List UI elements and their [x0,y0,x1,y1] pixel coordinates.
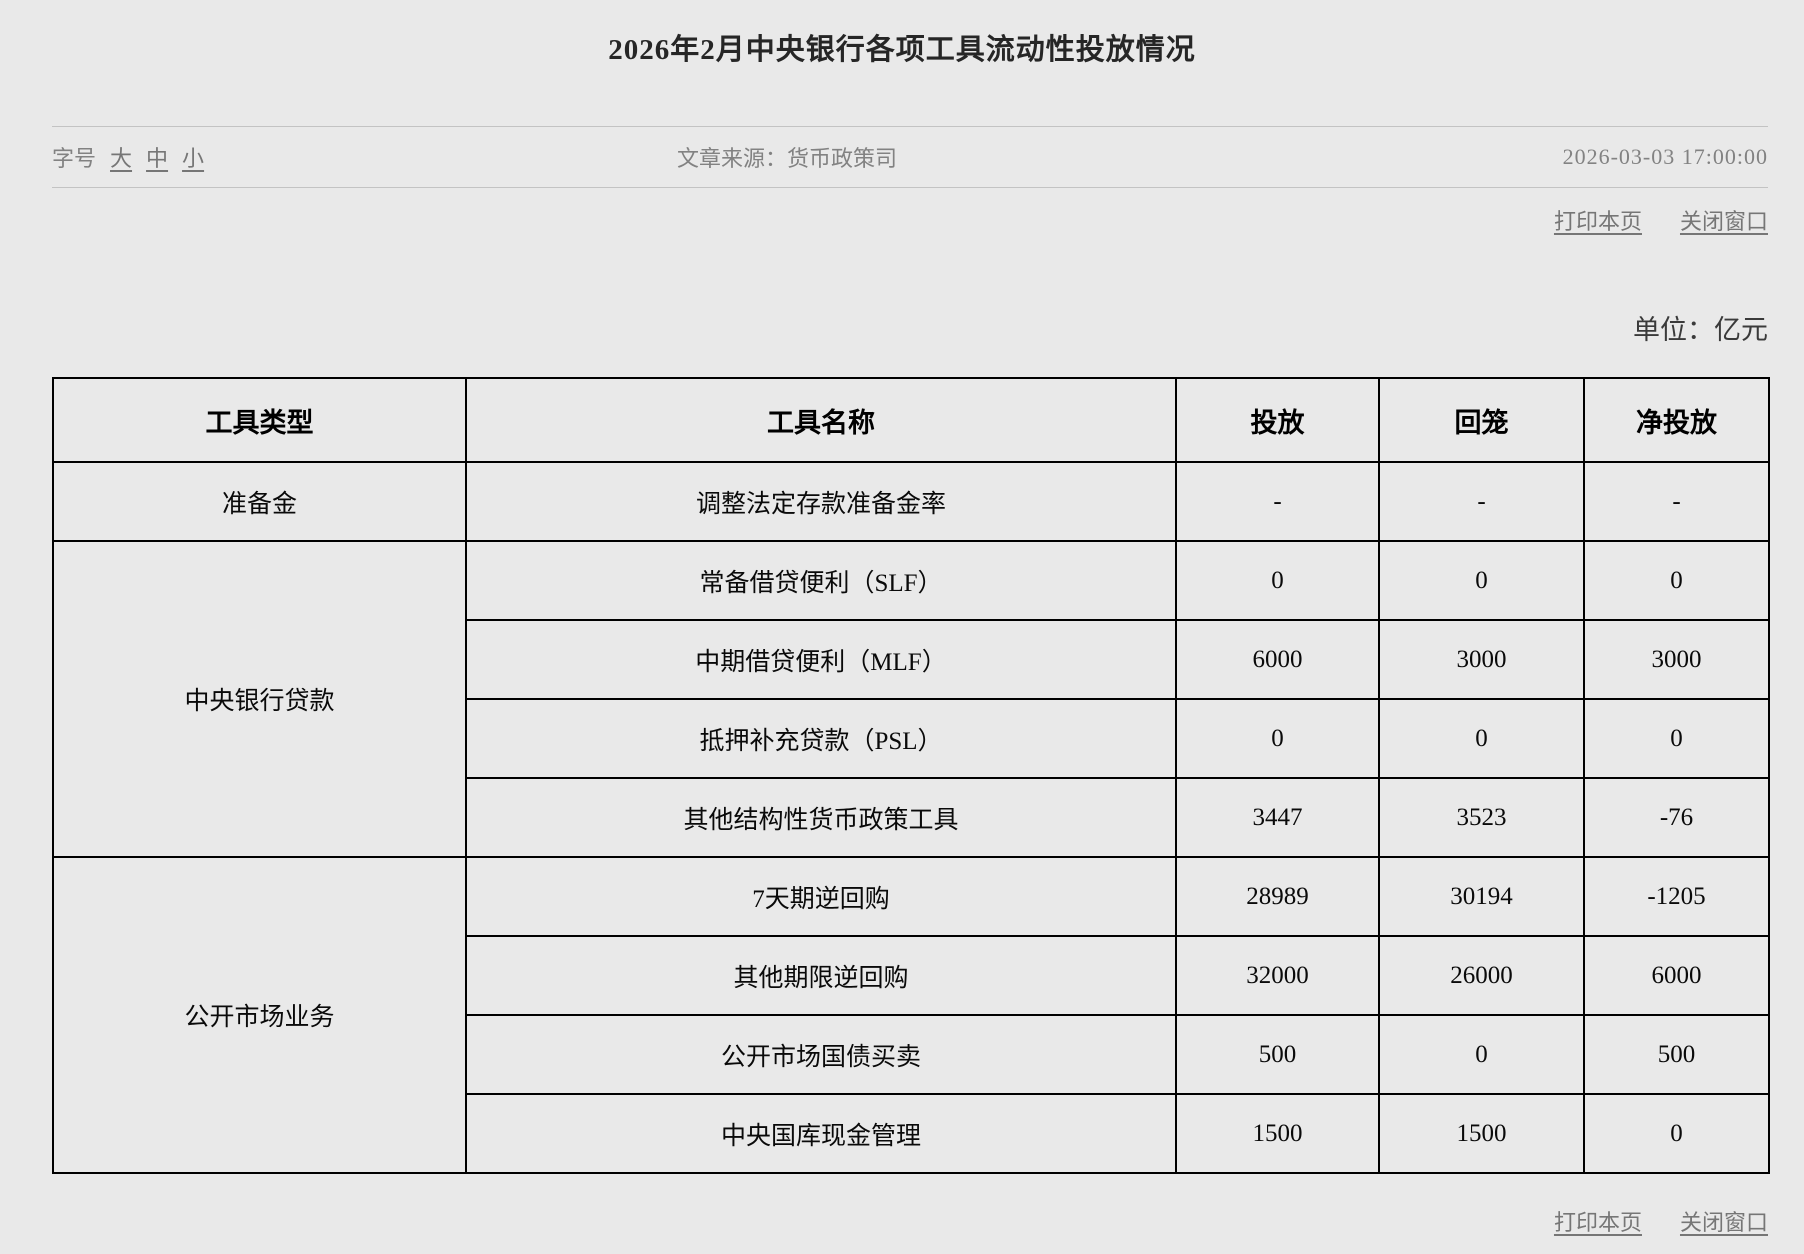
net-cell: 0 [1583,1093,1770,1174]
inject-cell: 32000 [1175,935,1380,1016]
withdraw-cell: 0 [1378,540,1585,621]
print-page-link-bottom[interactable]: 打印本页 [1553,1210,1642,1235]
table-row: 中央银行贷款 常备借贷便利（SLF） 0 0 0 [52,540,1770,858]
table-row: 公开市场国债买卖 500 0 500 [53,1014,1770,1095]
tool-type-cell: 公开市场业务 [52,856,467,1174]
tool-name-cell: 7天期逆回购 [465,856,1177,937]
withdraw-cell: 0 [1378,1014,1585,1095]
tool-name-cell: 调整法定存款准备金率 [465,461,1177,542]
bottom-actions: 打印本页 关闭窗口 [1554,1205,1768,1237]
tool-name-cell: 中期借贷便利（MLF） [465,619,1177,700]
publish-datetime: 2026-03-03 17:00:00 [1562,144,1768,169]
column-header: 回笼 [1378,377,1585,463]
net-cell: 6000 [1583,935,1770,1016]
withdraw-cell: 30194 [1378,856,1585,937]
net-cell: 500 [1583,1014,1770,1095]
inject-cell: 28989 [1175,856,1380,937]
column-header: 工具类型 [52,377,467,463]
table-header-row: 工具类型 工具名称 投放 回笼 净投放 [52,377,1770,463]
unit-label: 单位：亿元 [1633,315,1768,345]
table-row: 抵押补充贷款（PSL） 0 0 0 [53,698,1770,779]
inject-cell: 0 [1175,540,1380,621]
column-header: 投放 [1175,377,1380,463]
font-size-controls: 字号 大 中 小 [52,127,204,187]
toolbar: 字号 大 中 小 文章来源：货币政策司 2026-03-03 17:00:00 [52,126,1768,188]
table-row: 准备金 调整法定存款准备金率 - - - [52,461,1770,542]
inject-cell: 3447 [1175,777,1380,858]
net-cell: -1205 [1583,856,1770,937]
tool-name-cell: 抵押补充贷款（PSL） [465,698,1177,779]
withdraw-cell: 3523 [1378,777,1585,858]
column-header: 净投放 [1583,377,1770,463]
inject-cell: 500 [1175,1014,1380,1095]
table-row: 中央国库现金管理 1500 1500 0 [53,1093,1770,1174]
net-cell: 3000 [1583,619,1770,700]
inject-cell: - [1175,461,1380,542]
tool-name-cell: 其他结构性货币政策工具 [465,777,1177,858]
tool-type-cell: 准备金 [52,461,467,542]
font-size-label: 字号 [52,146,97,171]
font-size-large-link[interactable]: 大 [110,146,133,171]
table-row: 中期借贷便利（MLF） 6000 3000 3000 [53,619,1770,700]
withdraw-cell: 26000 [1378,935,1585,1016]
liquidity-table: 工具类型 工具名称 投放 回笼 净投放 准备金 调整法定存款准备金率 - - - 中央银行贷款 常备… [52,377,1770,1174]
inject-cell: 0 [1175,698,1380,779]
withdraw-cell: - [1378,461,1585,542]
tool-name-cell: 常备借贷便利（SLF） [465,540,1177,621]
net-cell: - [1583,461,1770,542]
table-row: 其他结构性货币政策工具 3447 3523 -76 [53,777,1770,858]
close-window-link-bottom[interactable]: 关闭窗口 [1679,1210,1768,1235]
liquidity-table-body: 准备金 调整法定存款准备金率 - - - 中央银行贷款 常备借贷便利（SLF） 0 0 0 中期借贷… [52,461,1770,1174]
tool-name-cell: 中央国库现金管理 [465,1093,1177,1174]
column-header: 工具名称 [465,377,1177,463]
table-row: 其他期限逆回购 32000 26000 6000 [53,935,1770,1016]
font-size-medium-link[interactable]: 中 [146,146,169,171]
tool-name-cell: 其他期限逆回购 [465,935,1177,1016]
tool-type-cell: 中央银行贷款 [52,540,467,858]
inject-cell: 6000 [1175,619,1380,700]
withdraw-cell: 0 [1378,698,1585,779]
inject-cell: 1500 [1175,1093,1380,1174]
tool-name-cell: 公开市场国债买卖 [465,1014,1177,1095]
withdraw-cell: 1500 [1378,1093,1585,1174]
top-actions: 打印本页 关闭窗口 [1554,204,1768,236]
close-window-link-top[interactable]: 关闭窗口 [1679,209,1768,234]
article-source: 文章来源：货币政策司 [677,146,898,171]
net-cell: 0 [1583,698,1770,779]
withdraw-cell: 3000 [1378,619,1585,700]
table-row: 公开市场业务 7天期逆回购 28989 30194 -1205 [52,856,1770,1174]
print-page-link-top[interactable]: 打印本页 [1553,209,1642,234]
net-cell: 0 [1583,540,1770,621]
font-size-small-link[interactable]: 小 [182,146,205,171]
net-cell: -76 [1583,777,1770,858]
page-title: 2026年2月中央银行各项工具流动性投放情况 [608,34,1196,66]
